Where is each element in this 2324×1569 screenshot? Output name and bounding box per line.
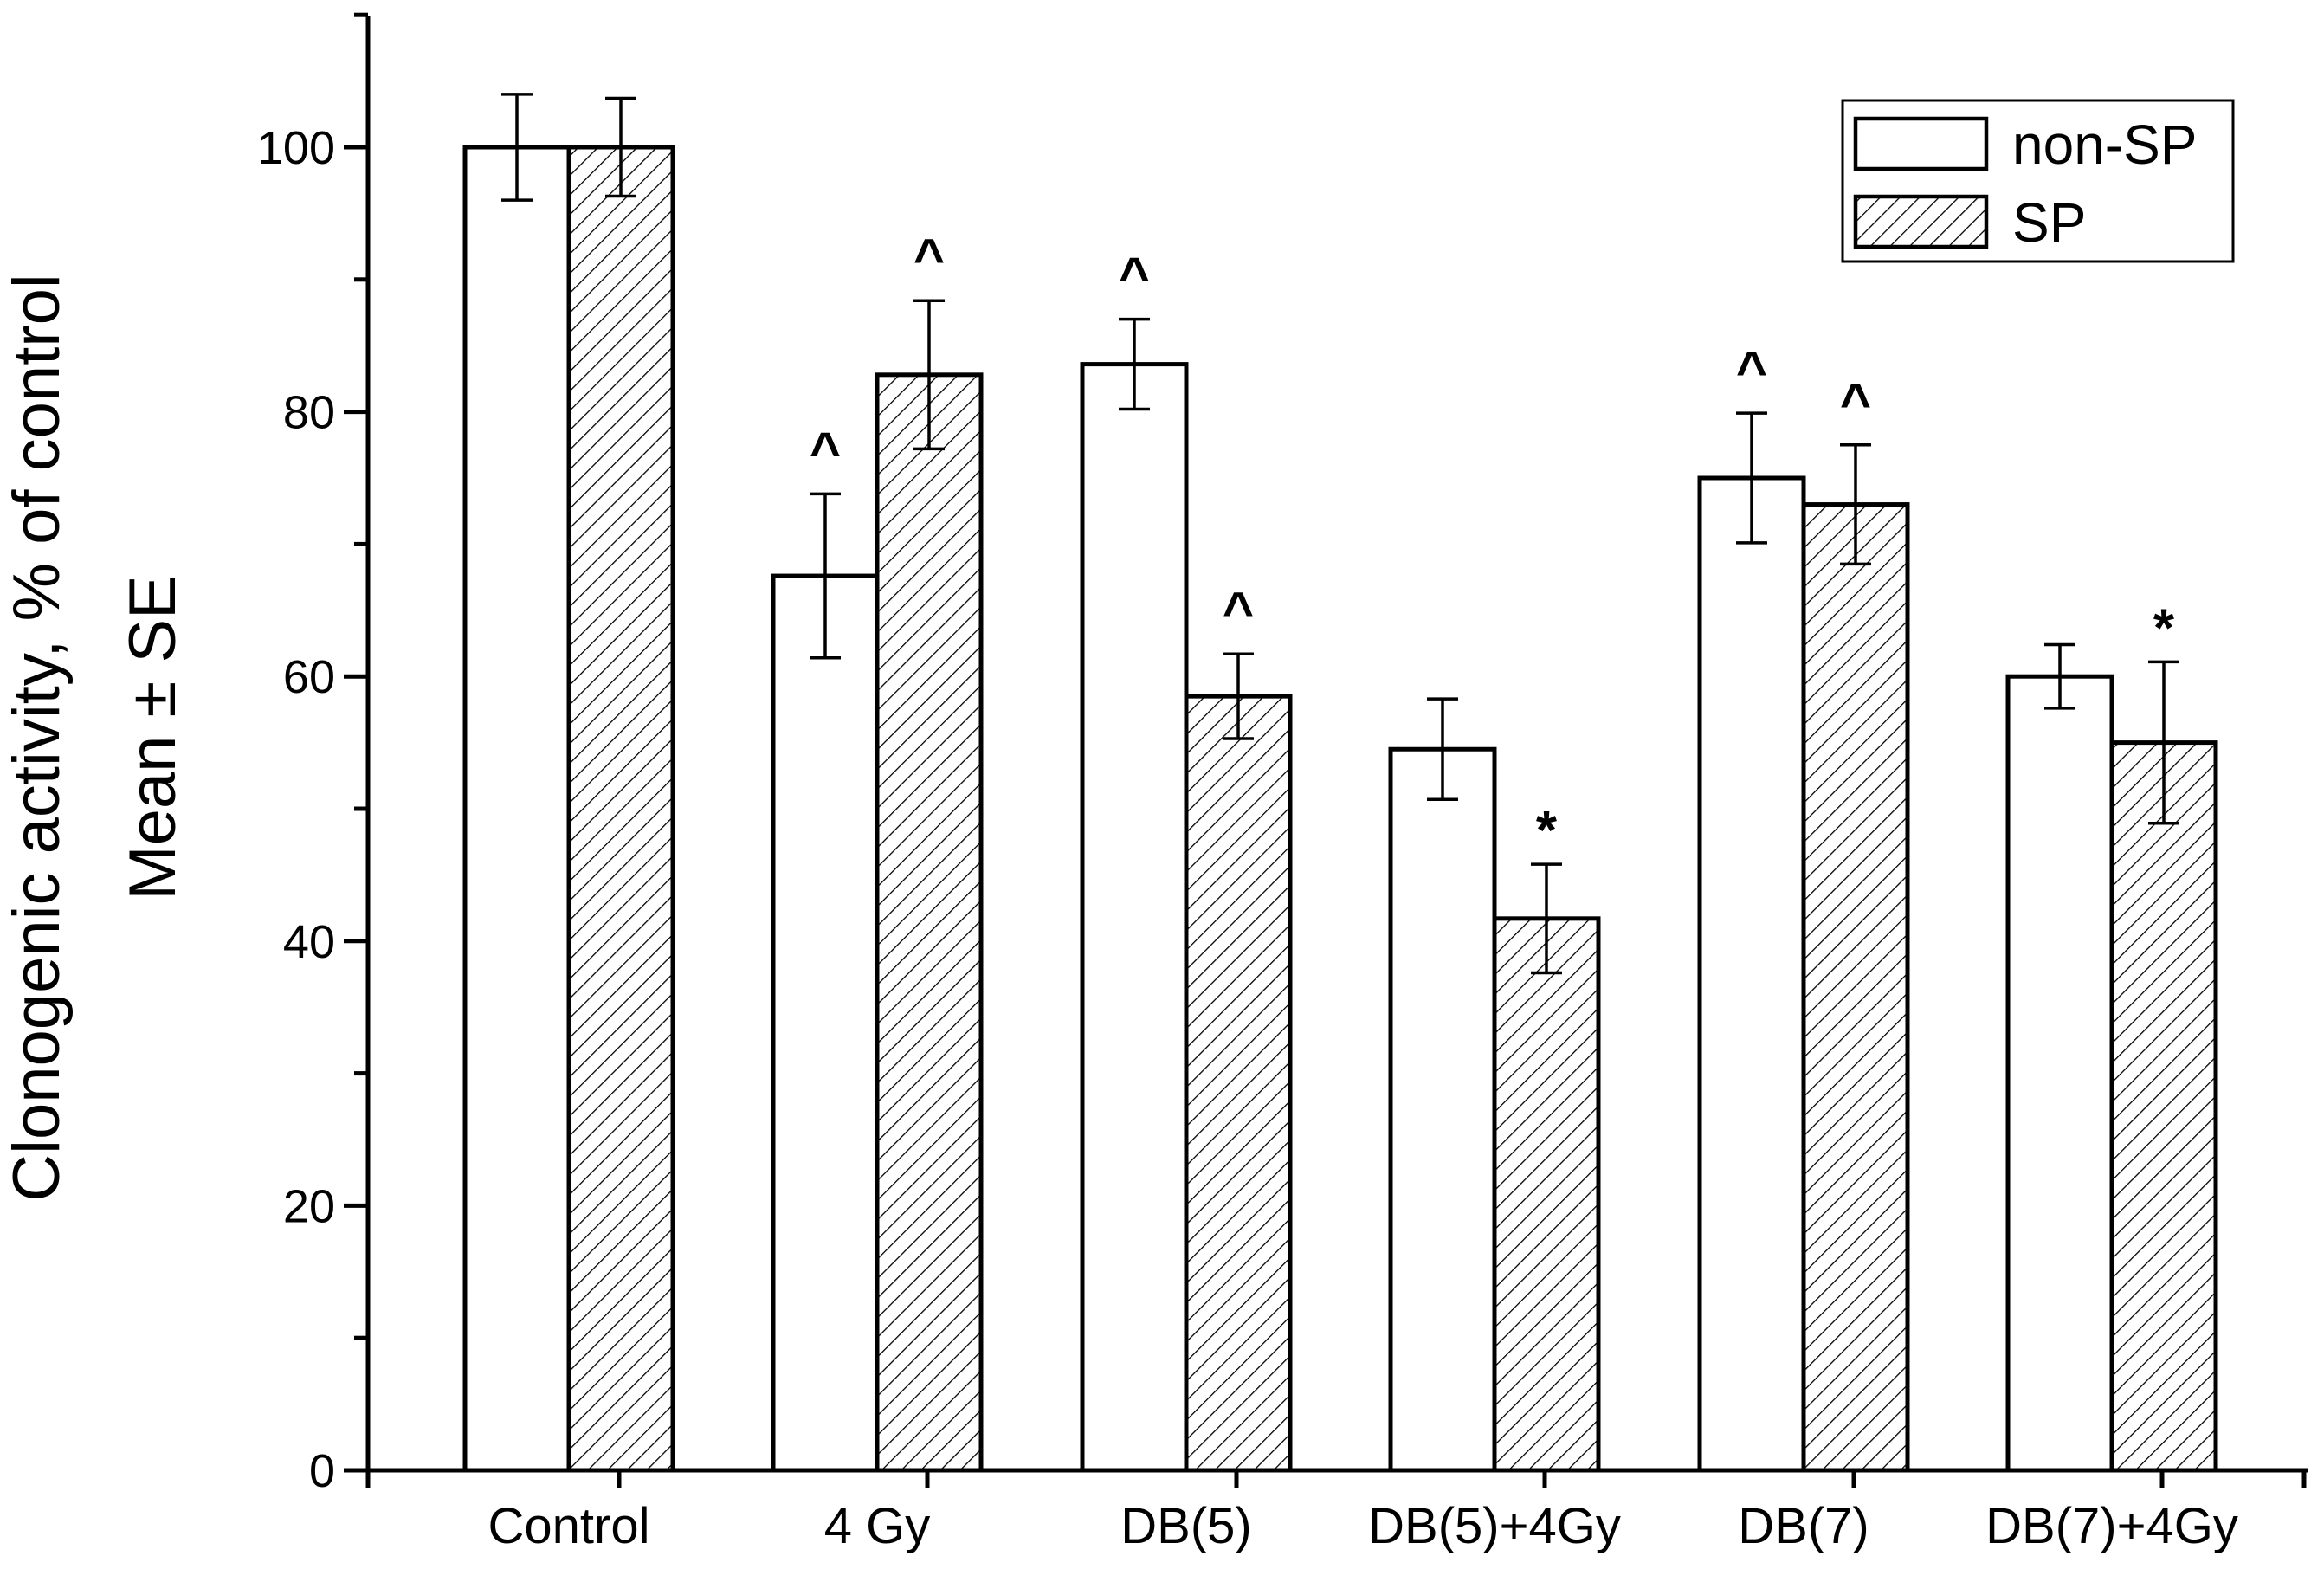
x-category-label-4: DB(7) xyxy=(1738,1498,1869,1554)
bar-non-sp-3 xyxy=(1388,746,1497,1473)
legend: non-SP SP xyxy=(1841,99,2235,263)
x-category-label-3: DB(5)+4Gy xyxy=(1368,1498,1621,1554)
error-bar-non-sp-0 xyxy=(501,93,533,202)
error-bar-sp-2 xyxy=(1223,652,1254,740)
error-bar-non-sp-1 xyxy=(810,492,841,660)
bar-sp-2 xyxy=(1184,694,1293,1473)
bar-sp-1 xyxy=(875,372,984,1473)
x-category-label-5: DB(7)+4Gy xyxy=(1985,1498,2238,1554)
y-tick-label-100: 100 xyxy=(257,122,335,174)
error-bar-sp-1 xyxy=(913,299,945,451)
y-axis-title-line1: Clonogenic activity, % of control xyxy=(0,274,74,1202)
error-bar-non-sp-3 xyxy=(1427,697,1458,802)
plot-area: ^ ^ ^ ^ ^ * ^ * xyxy=(462,93,2218,1473)
legend-swatch-non-sp xyxy=(1853,116,1989,171)
y-tick-label-80: 80 xyxy=(283,387,335,439)
y-tick-label-40: 40 xyxy=(283,916,335,968)
bar-sp-0 xyxy=(566,145,675,1473)
error-bar-non-sp-2 xyxy=(1119,317,1150,411)
axes: 0 20 40 60 80 100 Control 4 Gy DB(5) DB(5)+4Gy DB(… xyxy=(257,12,2308,1554)
error-bar-non-sp-5 xyxy=(2044,642,2075,710)
bar-sp-3 xyxy=(1492,916,1601,1473)
x-category-label-1: 4 Gy xyxy=(824,1498,931,1554)
y-tick-label-60: 60 xyxy=(283,651,335,703)
significance-mark-sp-5: * xyxy=(2153,598,2175,658)
significance-mark-sp-4: ^ xyxy=(1840,373,1871,433)
x-category-label-2: DB(5) xyxy=(1120,1498,1251,1554)
bar-sp-5 xyxy=(2109,740,2218,1473)
bar-sp-4 xyxy=(1801,502,1910,1473)
legend-swatch-sp xyxy=(1853,194,1989,249)
significance-mark-sp-2: ^ xyxy=(1223,582,1254,642)
significance-mark-non-sp-4: ^ xyxy=(1736,341,1767,401)
error-bar-sp-0 xyxy=(605,96,636,198)
error-bar-sp-4 xyxy=(1840,443,1871,566)
error-bar-sp-3 xyxy=(1531,862,1562,975)
significance-mark-sp-3: * xyxy=(1536,801,1558,861)
y-tick-label-0: 0 xyxy=(309,1445,335,1497)
legend-label-non-sp: non-SP xyxy=(2012,113,2197,176)
significance-mark-non-sp-2: ^ xyxy=(1119,248,1150,307)
bar-non-sp-5 xyxy=(2005,674,2114,1473)
bar-non-sp-2 xyxy=(1080,362,1189,1473)
x-category-label-0: Control xyxy=(488,1498,650,1554)
y-axis-title: Clonogenic activity, % of control Mean ±… xyxy=(0,274,190,1202)
y-axis-title-line2: Mean ± SE xyxy=(116,575,190,900)
significance-mark-sp-1: ^ xyxy=(913,229,945,288)
legend-label-sp: SP xyxy=(2012,191,2086,254)
error-bar-non-sp-4 xyxy=(1736,411,1767,545)
bar-non-sp-4 xyxy=(1697,475,1806,1473)
bar-non-sp-1 xyxy=(771,573,880,1473)
y-tick-label-20: 20 xyxy=(283,1180,335,1232)
bar-non-sp-0 xyxy=(462,145,571,1473)
significance-mark-non-sp-1: ^ xyxy=(810,422,841,481)
error-bar-sp-5 xyxy=(2148,660,2179,825)
